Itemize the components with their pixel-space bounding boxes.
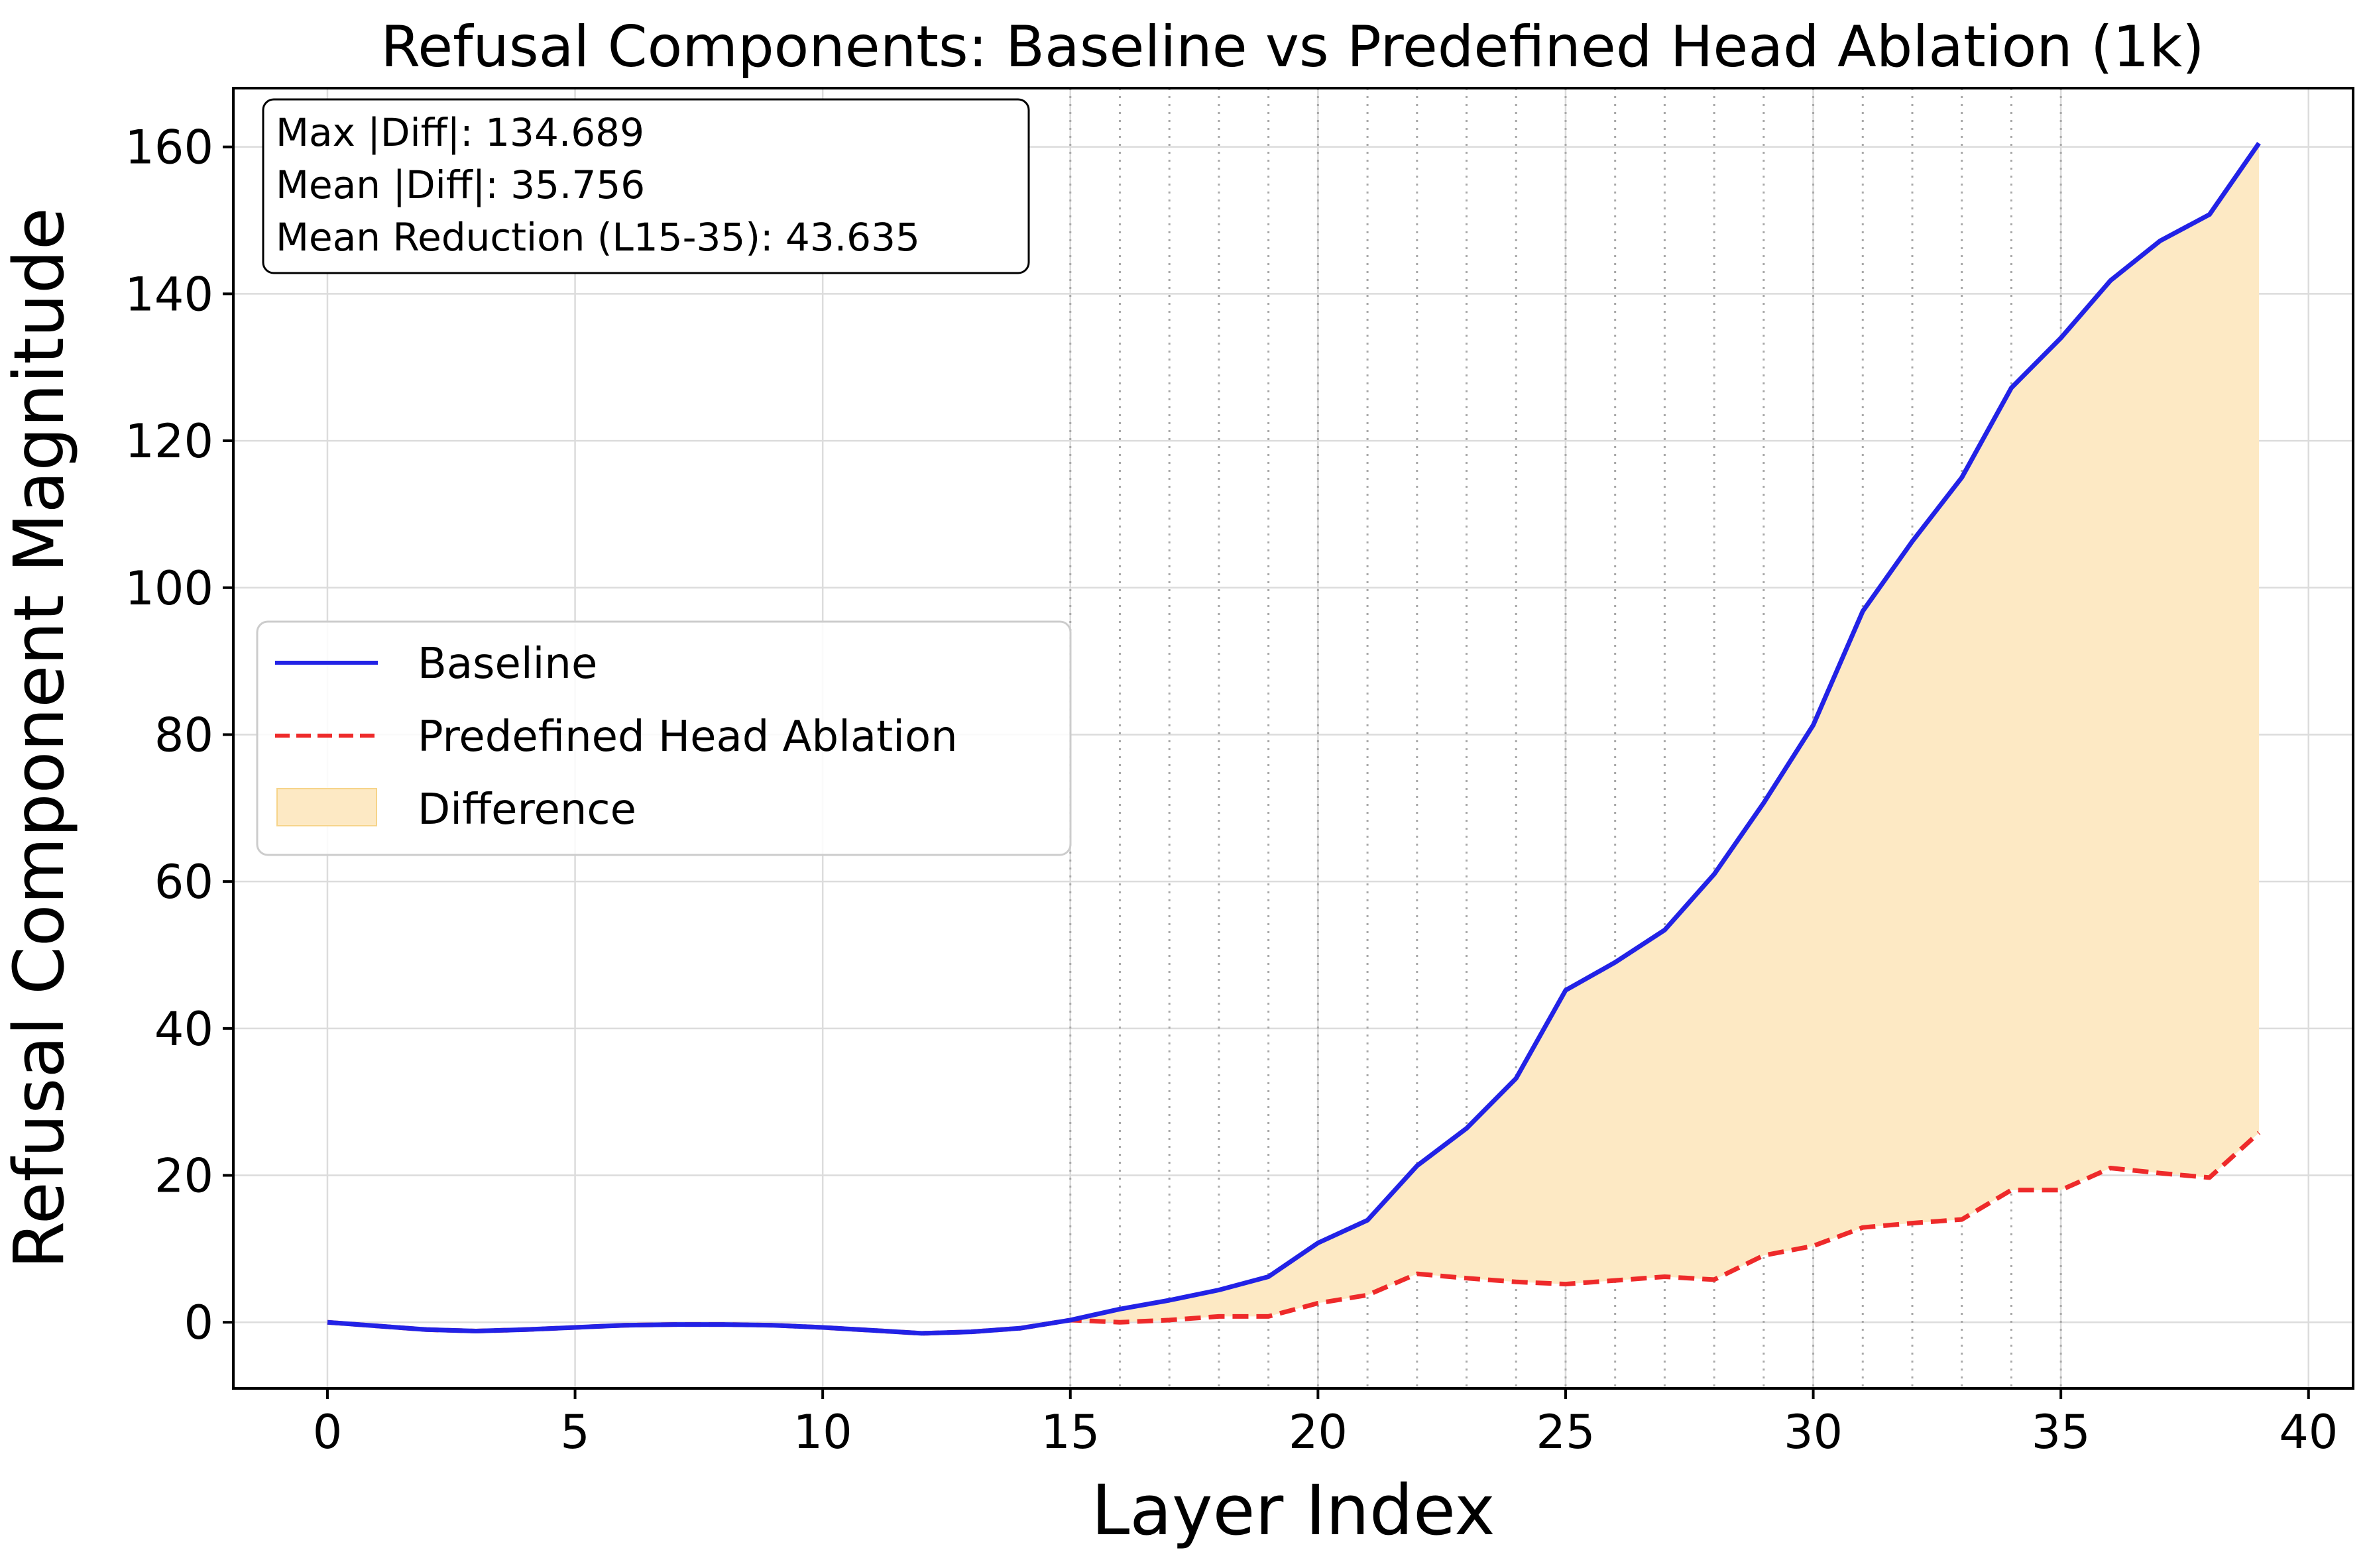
x-tick-label: 25 bbox=[1536, 1405, 1595, 1459]
legend-baseline-label: Baseline bbox=[418, 640, 597, 689]
stats-mean-reduction: Mean Reduction (L15-35): 43.635 bbox=[276, 215, 920, 260]
x-tick-label: 15 bbox=[1041, 1405, 1100, 1459]
legend-difference-label: Difference bbox=[418, 785, 636, 834]
y-tick-label: 20 bbox=[154, 1149, 213, 1204]
series-layer bbox=[327, 142, 2261, 1336]
chart-title: Refusal Components: Baseline vs Predefin… bbox=[380, 14, 2204, 80]
legend: Baseline Predefined Head Ablation Differ… bbox=[256, 620, 1072, 856]
x-tick-label: 30 bbox=[1784, 1405, 1843, 1459]
y-tick-label: 140 bbox=[125, 267, 213, 321]
y-tick-label: 120 bbox=[125, 414, 213, 469]
y-axis-ticks: 0 20 40 60 80 100 120 140 160 bbox=[125, 121, 233, 1350]
x-tick-label: 5 bbox=[560, 1405, 590, 1459]
x-tick-label: 0 bbox=[313, 1405, 343, 1459]
y-tick-label: 60 bbox=[154, 855, 213, 909]
stats-mean-diff: Mean |Diff|: 35.756 bbox=[276, 162, 645, 207]
stats-max-diff: Max |Diff|: 134.689 bbox=[276, 110, 644, 155]
y-tick-label: 0 bbox=[184, 1296, 213, 1350]
legend-frame bbox=[256, 620, 1072, 856]
stats-annotation-box: Max |Diff|: 134.689 Mean |Diff|: 35.756 … bbox=[262, 98, 1030, 274]
x-axis-ticks: 0 5 10 15 20 25 30 35 40 bbox=[313, 1388, 2338, 1459]
legend-difference-swatch bbox=[276, 788, 377, 826]
baseline-series-line bbox=[327, 142, 2261, 1336]
y-tick-label: 80 bbox=[154, 708, 213, 762]
y-tick-label: 160 bbox=[125, 121, 213, 175]
y-axis-label: Refusal Component Magnitude bbox=[0, 207, 80, 1269]
plot-frame bbox=[232, 87, 2354, 1390]
difference-area-layer bbox=[1070, 143, 2259, 1323]
x-tick-label: 10 bbox=[793, 1405, 852, 1459]
x-axis-label: Layer Index bbox=[1091, 1470, 1495, 1551]
difference-area bbox=[1070, 143, 2259, 1323]
legend-ablation-label: Predefined Head Ablation bbox=[418, 712, 958, 761]
y-tick-label: 100 bbox=[125, 561, 213, 616]
stats-box-frame bbox=[262, 98, 1030, 274]
y-tick-label: 40 bbox=[154, 1002, 213, 1056]
x-tick-label: 20 bbox=[1289, 1405, 1348, 1459]
x-tick-label: 40 bbox=[2279, 1405, 2338, 1459]
x-tick-label: 35 bbox=[2032, 1405, 2091, 1459]
